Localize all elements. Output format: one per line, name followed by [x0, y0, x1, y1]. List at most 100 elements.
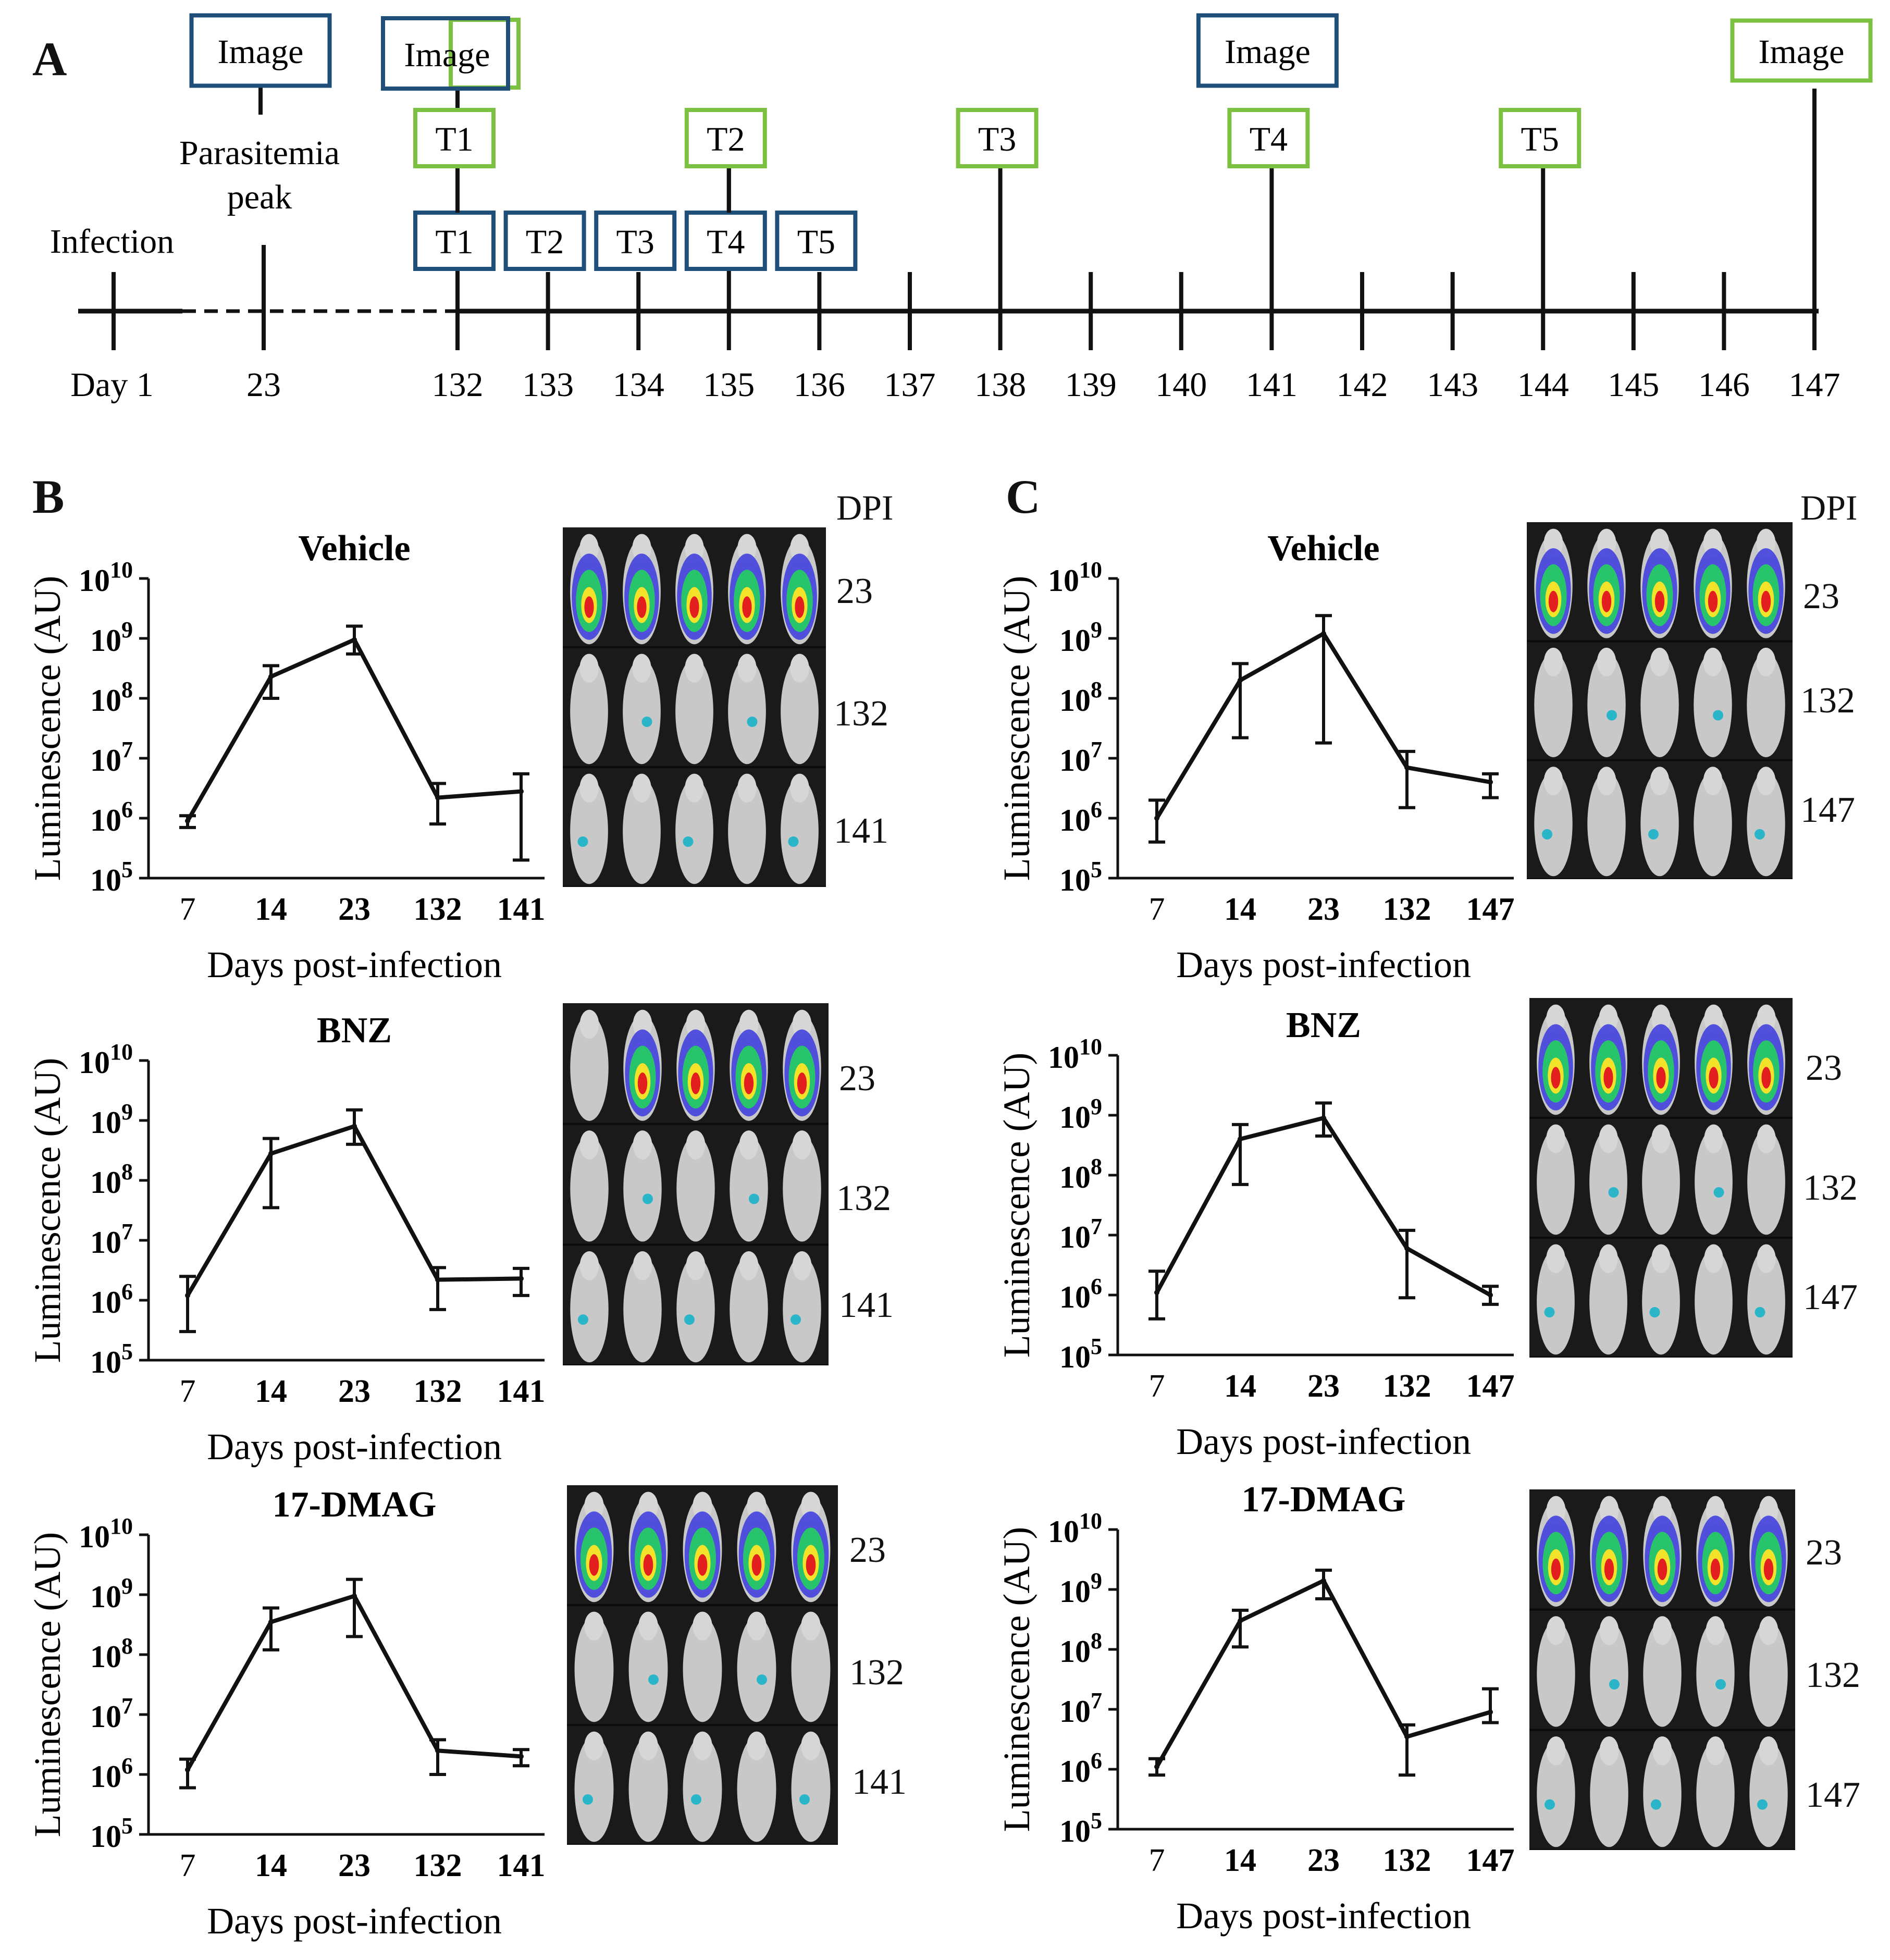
y-tick-label: 109 [90, 617, 133, 658]
mouse-body [570, 1135, 609, 1242]
green-treatment-t4-label: T4 [1250, 120, 1288, 158]
x-tick-label: 132 [414, 892, 462, 927]
y-tick-label: 109 [90, 1099, 133, 1140]
y-axis-label: Luminescence (AU) [996, 576, 1037, 881]
x-tick-label: 141 [497, 1374, 546, 1409]
chart-c-bnz: BNZ 105 106 107 108 109 1010 7 14 23 132 147 Days po… [996, 1005, 1515, 1462]
image-green-day147-box [1730, 18, 1873, 83]
y-tick-label: 108 [1059, 677, 1102, 718]
x-tick-label: 14 [255, 1374, 287, 1409]
y-tick-label: 1010 [1048, 1508, 1102, 1549]
signal-spot [1715, 1679, 1726, 1690]
mouse-body [1537, 1621, 1575, 1727]
y-tick-label: 109 [1059, 1094, 1102, 1135]
mouse-head [633, 1251, 652, 1280]
signal-peak [806, 1554, 816, 1576]
dpi-label-b2-1: 132 [849, 1653, 904, 1693]
signal-spot [1648, 829, 1659, 840]
mouse-head [1651, 1244, 1671, 1273]
chart-b-vehicle: Vehicle 105 106 107 108 109 1010 7 14 23 132 141 Day… [27, 528, 546, 985]
mouse-body [1747, 652, 1785, 757]
data-point [352, 1593, 357, 1599]
y-tick-label: 1010 [79, 557, 133, 598]
mouse-body [783, 1135, 821, 1242]
y-tick-label: 1010 [79, 1513, 133, 1554]
y-tick-label: 108 [90, 1159, 133, 1200]
chart-b-17dmag: 17-DMAG 105 106 107 108 109 1010 7 14 23 132 141 Day… [27, 1485, 546, 1942]
mouse-imaging-c-17dmag [1529, 1489, 1795, 1850]
dpi-header-c: DPI [1800, 488, 1858, 527]
mouse-body [783, 1256, 821, 1363]
mouse-head [1546, 1616, 1566, 1645]
blue-treatment-t2-label: T2 [526, 223, 564, 261]
mouse-body [1534, 771, 1573, 877]
mouse-head [1756, 647, 1776, 676]
mouse-head [1650, 767, 1670, 796]
signal-spot [788, 836, 799, 847]
dpi-label-b2-0: 23 [849, 1530, 886, 1570]
mouse-imaging-b-17dmag [567, 1485, 838, 1845]
mouse-body [1642, 1129, 1680, 1235]
mouse-body [1589, 1129, 1627, 1235]
image-blue-day141-label: Image [1225, 33, 1311, 71]
chart-title: BNZ [317, 1010, 392, 1051]
x-tick-label: 141 [497, 892, 546, 927]
signal-peak [1709, 1067, 1719, 1089]
y-tick-label: 105 [1059, 857, 1102, 897]
y-tick-label: 107 [1059, 1214, 1102, 1254]
data-line [186, 637, 522, 822]
signal-spot [683, 836, 694, 847]
y-tick-label: 105 [90, 1339, 133, 1379]
y-tick-label: 109 [90, 1573, 133, 1614]
signal-peak [1604, 1558, 1614, 1581]
mouse-body [728, 778, 766, 884]
signal-peak [637, 596, 647, 618]
dpi-label-b0-1: 132 [834, 694, 888, 734]
treatment-timeline: Day 1 23 132 133 134 135 136 137 138 139 140 141 142… [50, 13, 1873, 404]
mouse-body [675, 658, 713, 765]
mouse-head [790, 654, 809, 683]
image-blue-day23-box [189, 13, 332, 88]
chart-title: 17-DMAG [1242, 1480, 1406, 1520]
image-blue-day141-box [1196, 13, 1339, 88]
data-point [1154, 816, 1159, 821]
timeline-day-label: Day 1 [70, 366, 153, 404]
parasitemia-label-line1: Parasitemia [179, 134, 340, 172]
mouse-head [747, 1611, 767, 1641]
data-point [268, 1619, 274, 1625]
signal-peak [1548, 590, 1559, 612]
data-point [435, 1748, 440, 1754]
image-green-day147-label: Image [1759, 33, 1845, 71]
mouse-head [790, 773, 809, 803]
mouse-head [1704, 1124, 1723, 1153]
mouse-head [1650, 647, 1670, 676]
y-tick-label: 105 [1059, 1334, 1102, 1374]
parasitemia-label-line2: peak [227, 178, 292, 216]
x-tick-label: 7 [180, 1374, 196, 1409]
mouse-body [570, 1256, 609, 1363]
signal-spot [1609, 1679, 1620, 1690]
timeline-day-label: 145 [1608, 366, 1659, 404]
timeline-day-label: 23 [246, 366, 281, 404]
mouse-head [579, 654, 599, 683]
mouse-head [579, 1009, 599, 1039]
data-point [185, 1767, 190, 1772]
x-tick-label: 23 [338, 1848, 370, 1883]
x-axis-label: Days post-infection [1176, 1421, 1471, 1462]
dpi-label-b1-2: 141 [839, 1285, 894, 1325]
mouse-head [1546, 1736, 1566, 1766]
x-tick-label: 7 [1149, 892, 1165, 927]
mouse-body [1749, 1741, 1788, 1847]
mouse-body [676, 1135, 715, 1242]
mouse-body [1749, 1621, 1788, 1727]
signal-spot [577, 836, 588, 847]
green-treatment-t1-label: T1 [435, 120, 473, 158]
signal-spot [747, 717, 758, 727]
mouse-body [1642, 1249, 1680, 1355]
signal-peak [1654, 590, 1665, 612]
y-axis-label: Luminescence (AU) [27, 1532, 68, 1838]
dpi-header-b: DPI [836, 488, 894, 527]
mouse-head [693, 1611, 712, 1641]
mouse-body [628, 1616, 668, 1722]
mouse-body [1640, 652, 1679, 757]
